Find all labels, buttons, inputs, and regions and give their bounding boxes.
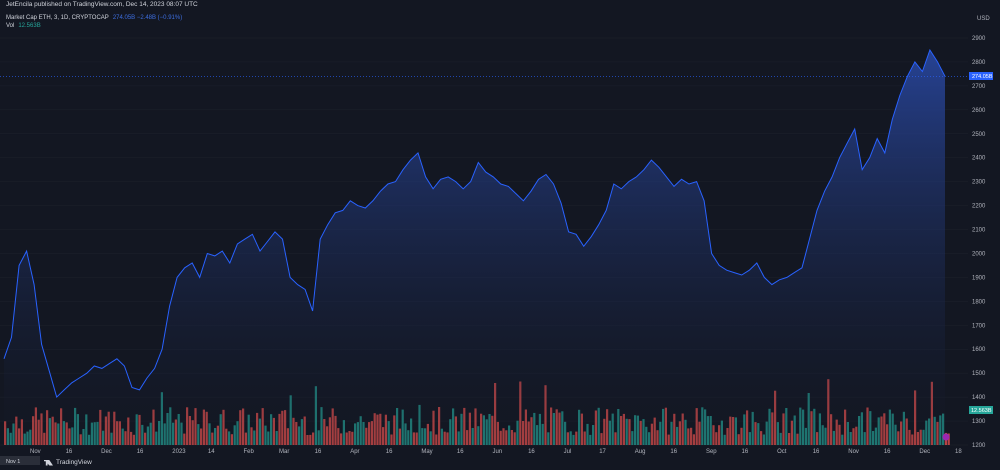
last-volume-tag	[969, 406, 993, 414]
chart-legend: Market Cap ETH, 3, 1D, CRYPTOCAP 274.05B…	[6, 14, 182, 30]
currency-label[interactable]: USD	[977, 16, 990, 22]
last-price-tag	[969, 72, 993, 80]
volume-bar	[947, 433, 950, 445]
price-line	[3, 48, 946, 399]
price-tick-label: 1500	[972, 371, 986, 377]
price-tick-label: 2800	[972, 60, 986, 66]
time-tick-label: Feb	[243, 449, 254, 455]
time-tick-label: 16	[386, 449, 393, 455]
time-axis[interactable]: Nov 16 Dec 16 2023 14 Feb Mar 16 Apr 16 May 16 Jun 16 J…	[30, 449, 962, 455]
last-volume-text: 12.563B	[971, 408, 992, 414]
time-tick-label: Oct	[777, 449, 787, 455]
price-area	[4, 50, 945, 448]
time-tick-label: 16	[528, 449, 535, 455]
date-tooltip	[0, 456, 40, 465]
date-tooltip-text: Nov 1	[6, 459, 20, 465]
logo-text: TradingView	[56, 459, 92, 466]
last-price-text: 274.05B	[972, 74, 993, 80]
volume-label[interactable]: Vol	[6, 23, 15, 29]
published-header: JetEncila published on TradingView.com, …	[0, 0, 1000, 10]
time-tick-label: 16	[884, 449, 891, 455]
price-tick-label: 2300	[972, 180, 986, 186]
time-tick-label: Jul	[564, 449, 572, 455]
price-tick-label: 2200	[972, 204, 986, 210]
price-tick-label: 2700	[972, 84, 986, 90]
time-tick-label: Jun	[493, 449, 503, 455]
price-tick-label: 1200	[972, 443, 986, 449]
price-axis[interactable]: 2900 2800 2700 2600 2500 2400 2300 2200 2100 2000…	[972, 36, 986, 449]
time-tick-label: 16	[66, 449, 73, 455]
volume-value: 12.563B	[18, 23, 41, 29]
time-tick-label: Nov	[848, 449, 859, 455]
price-tick-label: 1800	[972, 299, 986, 305]
tradingview-logo[interactable]: TradingView	[44, 459, 92, 466]
time-tick-label: 16	[315, 449, 322, 455]
time-tick-label: 16	[742, 449, 749, 455]
time-tick-label: Sep	[706, 449, 717, 455]
time-tick-label: Dec	[101, 449, 112, 455]
time-tick-label: 18	[955, 449, 962, 455]
price-tick-label: 2100	[972, 228, 986, 234]
time-tick-label: 17	[599, 449, 606, 455]
time-tick-label: 16	[137, 449, 144, 455]
price-tick-label: 2900	[972, 36, 986, 42]
time-tick-label: 16	[457, 449, 464, 455]
price-tick-label: 2000	[972, 251, 986, 257]
time-tick-label: Apr	[350, 449, 359, 455]
tradingview-logo-icon	[44, 459, 53, 466]
time-tick-label: Nov	[30, 449, 41, 455]
time-tick-label: 16	[813, 449, 820, 455]
price-tick-label: 2400	[972, 156, 986, 162]
time-tick-label: Mar	[279, 449, 289, 455]
price-tick-label: 2600	[972, 108, 986, 114]
time-tick-label: May	[421, 449, 432, 455]
price-tick-label: 1400	[972, 395, 986, 401]
time-tick-label: Aug	[635, 449, 646, 455]
price-tick-label: 1700	[972, 323, 986, 329]
time-tick-label: Dec	[919, 449, 930, 455]
event-marker-icon[interactable]	[942, 433, 950, 441]
price-tick-label: 1900	[972, 275, 986, 281]
time-tick-label: 16	[670, 449, 677, 455]
price-tick-label: 1300	[972, 419, 986, 425]
price-tick-label: 1600	[972, 347, 986, 353]
ohlc-values: 274.05B −2.48B (−0.91%)	[112, 15, 183, 21]
time-tick-label: 14	[208, 449, 215, 455]
time-tick-label: 2023	[172, 449, 186, 455]
price-tick-label: 2500	[972, 132, 986, 138]
symbol-label[interactable]: Market Cap ETH, 3, 1D, CRYPTOCAP	[6, 15, 109, 21]
